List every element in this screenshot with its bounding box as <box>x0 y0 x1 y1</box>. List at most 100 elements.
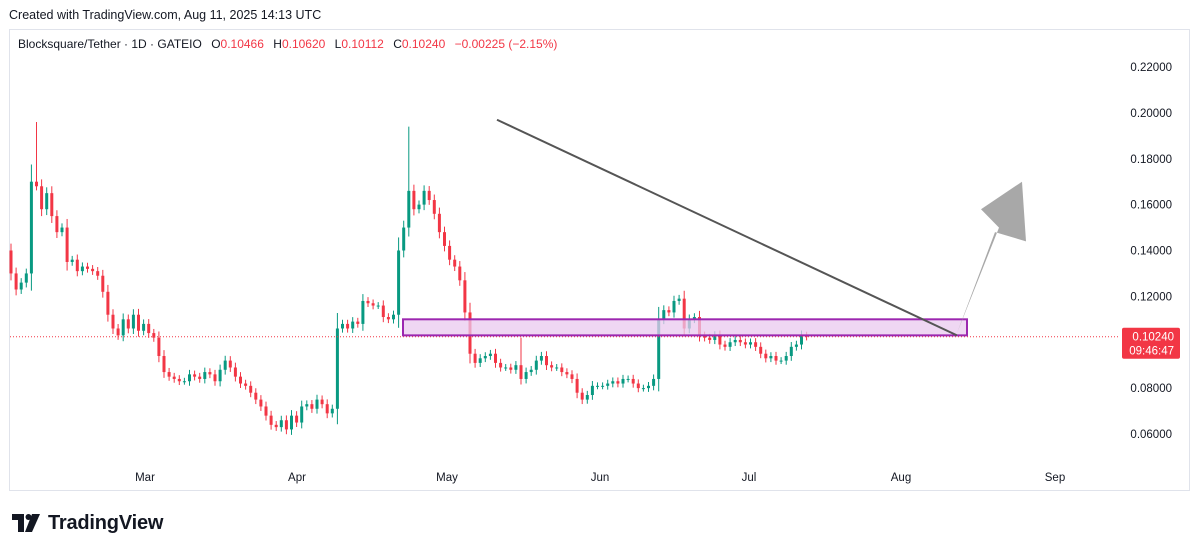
candle <box>35 181 38 187</box>
candle <box>254 392 258 400</box>
candle <box>555 367 559 369</box>
candle <box>764 353 768 359</box>
candle <box>570 374 574 379</box>
candle <box>677 298 681 301</box>
up-arrow-projection[interactable] <box>957 181 1026 334</box>
symbol-title[interactable]: Blocksquare/Tether · 1D · GATEIO <box>18 37 202 51</box>
candle <box>417 204 421 210</box>
candle <box>779 360 783 362</box>
candle <box>259 399 263 407</box>
candle <box>198 376 202 379</box>
price-tick-label: 0.22000 <box>1130 62 1172 74</box>
trend-line[interactable] <box>496 118 958 337</box>
candle <box>443 232 446 246</box>
time-tick-label: Jun <box>591 472 610 484</box>
candle <box>19 282 23 290</box>
candle <box>754 342 758 347</box>
time-tick-label: Apr <box>288 472 306 484</box>
candle <box>407 190 411 228</box>
candle <box>325 404 329 414</box>
candle <box>590 385 594 396</box>
candle <box>682 298 686 329</box>
candle <box>386 317 390 320</box>
candle <box>116 328 120 336</box>
candle <box>422 190 426 205</box>
candle <box>65 227 69 262</box>
candle <box>341 323 344 329</box>
low-value: 0.10112 <box>341 37 384 51</box>
candle <box>80 266 84 272</box>
time-tick-label: Aug <box>891 472 911 484</box>
high-value: 0.10620 <box>281 37 326 51</box>
candles-group <box>9 122 809 435</box>
candle <box>239 376 242 384</box>
time-tick-label: May <box>436 472 458 484</box>
candle <box>667 310 671 313</box>
candle <box>290 415 293 430</box>
candle <box>565 372 569 375</box>
candle <box>478 358 482 363</box>
candle <box>233 367 237 377</box>
candle <box>728 342 732 347</box>
price-axis[interactable]: 0.22000 0.20000 0.18000 0.16000 0.14000 0.120… <box>1130 62 1172 441</box>
price-tick-label: 0.16000 <box>1130 200 1172 212</box>
candle <box>494 353 497 363</box>
candle <box>274 424 278 428</box>
candle <box>9 250 13 274</box>
candle <box>427 190 431 201</box>
candle <box>789 346 793 357</box>
candle <box>611 381 615 384</box>
candle <box>509 367 513 370</box>
candle <box>249 385 253 393</box>
candle <box>392 314 395 320</box>
candle <box>335 328 339 409</box>
candle <box>284 420 288 430</box>
candle <box>397 250 401 315</box>
candle <box>351 321 355 329</box>
time-tick-label: Sep <box>1045 472 1065 484</box>
candle <box>473 353 477 363</box>
price-tick-label: 0.06000 <box>1130 429 1172 441</box>
candle <box>244 383 248 386</box>
candle <box>708 337 712 340</box>
candle <box>585 395 589 400</box>
candle <box>672 300 676 313</box>
candle <box>320 399 324 405</box>
candle <box>601 385 605 387</box>
low-label: L <box>334 37 342 51</box>
candle <box>70 259 74 262</box>
candle <box>121 319 125 336</box>
candle <box>647 385 650 389</box>
tradingview-logo[interactable]: TradingView <box>12 511 163 535</box>
candle <box>641 388 645 390</box>
time-tick-label: Jul <box>742 472 757 484</box>
candle <box>621 378 625 384</box>
candle <box>432 200 436 214</box>
candle <box>366 300 370 304</box>
candle <box>60 227 64 233</box>
candle <box>157 337 161 357</box>
last-price-tag: 0.10240 09:46:47 <box>1122 327 1180 359</box>
candle <box>96 271 100 276</box>
candle <box>575 378 579 393</box>
candle <box>519 365 523 379</box>
candle <box>534 360 538 370</box>
close-value: 0.10240 <box>401 37 446 51</box>
candle <box>784 356 788 361</box>
price-tag-countdown: 09:46:47 <box>1129 346 1174 358</box>
time-tick-label: Mar <box>135 472 155 484</box>
candle <box>738 339 742 343</box>
open-value: 0.10466 <box>220 37 264 51</box>
candle <box>402 227 406 251</box>
candle <box>800 335 803 345</box>
time-axis[interactable]: Mar Apr May Jun Jul Aug Sep <box>135 472 1065 484</box>
candle <box>626 378 630 380</box>
candle <box>111 314 115 329</box>
candle <box>749 342 752 345</box>
candle <box>203 372 207 379</box>
close-label: C <box>393 37 402 51</box>
candle <box>330 408 334 414</box>
support-zone-rectangle[interactable] <box>402 318 968 337</box>
candle <box>101 275 105 292</box>
